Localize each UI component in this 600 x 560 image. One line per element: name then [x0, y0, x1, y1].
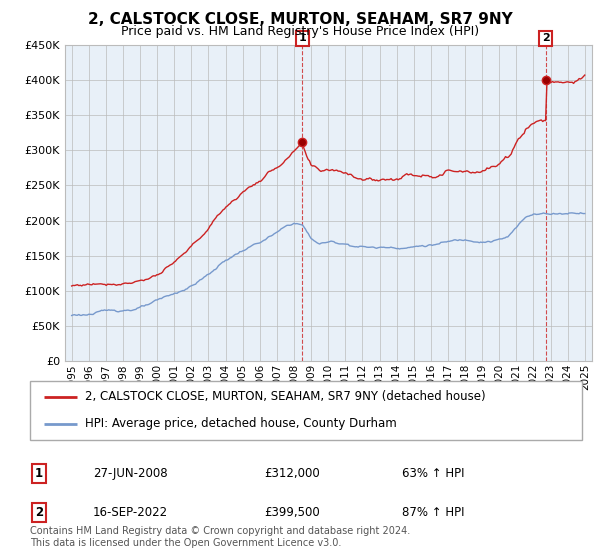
Text: 2: 2	[542, 34, 550, 43]
Text: 1: 1	[298, 34, 306, 43]
Text: 87% ↑ HPI: 87% ↑ HPI	[402, 506, 464, 519]
Text: Contains HM Land Registry data © Crown copyright and database right 2024.
This d: Contains HM Land Registry data © Crown c…	[30, 526, 410, 548]
Text: 27-JUN-2008: 27-JUN-2008	[93, 466, 167, 480]
Text: HPI: Average price, detached house, County Durham: HPI: Average price, detached house, Coun…	[85, 417, 397, 430]
Text: £399,500: £399,500	[264, 506, 320, 519]
Text: 63% ↑ HPI: 63% ↑ HPI	[402, 466, 464, 480]
Text: 1: 1	[35, 466, 43, 480]
Text: 2, CALSTOCK CLOSE, MURTON, SEAHAM, SR7 9NY (detached house): 2, CALSTOCK CLOSE, MURTON, SEAHAM, SR7 9…	[85, 390, 486, 403]
Text: 2: 2	[35, 506, 43, 519]
Text: 16-SEP-2022: 16-SEP-2022	[93, 506, 168, 519]
Text: £312,000: £312,000	[264, 466, 320, 480]
Text: Price paid vs. HM Land Registry's House Price Index (HPI): Price paid vs. HM Land Registry's House …	[121, 25, 479, 38]
FancyBboxPatch shape	[30, 381, 582, 440]
Text: 2, CALSTOCK CLOSE, MURTON, SEAHAM, SR7 9NY: 2, CALSTOCK CLOSE, MURTON, SEAHAM, SR7 9…	[88, 12, 512, 27]
